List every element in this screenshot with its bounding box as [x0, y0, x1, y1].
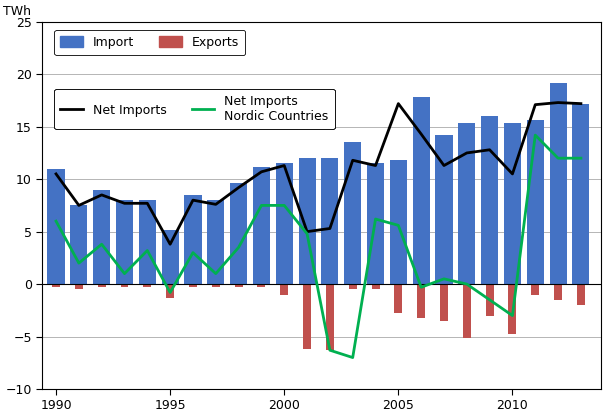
Bar [326, 284, 334, 350]
Bar [52, 284, 60, 287]
Bar [395, 284, 402, 314]
Bar [549, 83, 567, 284]
Bar [276, 163, 293, 284]
Bar [577, 284, 585, 305]
Bar [93, 190, 110, 284]
Bar [572, 104, 589, 284]
Bar [166, 284, 174, 298]
Bar [417, 284, 425, 318]
Bar [280, 284, 288, 295]
Bar [435, 135, 453, 284]
Bar [303, 284, 311, 349]
Bar [344, 143, 361, 284]
Bar [230, 184, 247, 284]
Bar [139, 200, 156, 284]
Bar [257, 284, 265, 287]
Bar [235, 284, 243, 287]
Bar [504, 122, 521, 284]
Bar [189, 284, 197, 287]
Bar [509, 284, 517, 334]
Bar [458, 122, 475, 284]
Bar [75, 284, 83, 289]
Bar [161, 229, 178, 284]
Bar [390, 160, 407, 284]
Bar [527, 120, 544, 284]
Bar [367, 163, 384, 284]
Text: TWh: TWh [3, 5, 31, 18]
Bar [185, 195, 202, 284]
Bar [348, 284, 357, 289]
Bar [463, 284, 471, 338]
Bar [207, 200, 225, 284]
Bar [299, 158, 316, 284]
Bar [121, 284, 129, 287]
Bar [481, 116, 498, 284]
Bar [554, 284, 562, 300]
Bar [47, 169, 64, 284]
Bar [486, 284, 493, 316]
Bar [413, 97, 430, 284]
Bar [321, 158, 339, 284]
Bar [371, 284, 379, 289]
Bar [98, 284, 106, 287]
Bar [253, 167, 270, 284]
Bar [143, 284, 151, 287]
Bar [116, 200, 133, 284]
Bar [70, 205, 87, 284]
Bar [440, 284, 448, 321]
Legend: Net Imports, Net Imports
Nordic Countries: Net Imports, Net Imports Nordic Countrie… [54, 89, 334, 129]
Bar [531, 284, 539, 295]
Bar [212, 284, 220, 287]
